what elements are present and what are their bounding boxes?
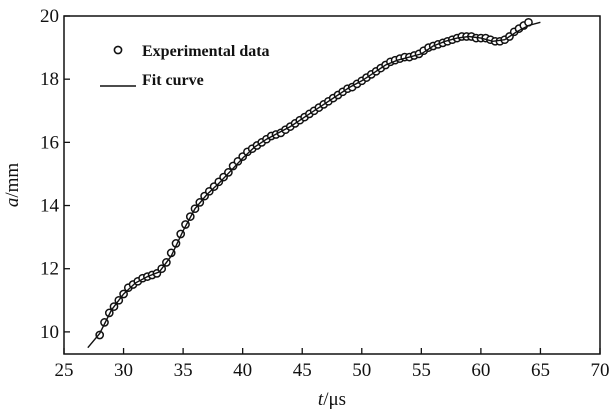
y-axis-title-var: a	[2, 198, 23, 208]
y-tick-label: 10	[40, 322, 59, 343]
svg-text:t/μs: t/μs	[318, 389, 346, 410]
y-axis-title-unit: /mm	[2, 163, 23, 198]
x-tick-label: 40	[233, 360, 252, 381]
x-axis-title: t/μs	[318, 389, 346, 410]
x-axis-title-unit: /μs	[323, 389, 346, 410]
x-axis-ticks: 25 30 35 40 45 50 55 60 65 70	[55, 348, 609, 381]
legend-label-experimental: Experimental data	[142, 43, 270, 60]
y-tick-label: 14	[40, 196, 60, 217]
series-layer	[87, 17, 541, 349]
y-tick-label: 20	[40, 6, 59, 27]
y-axis-ticks: 10 12 14 16 18 20	[40, 6, 70, 343]
x-tick-label: 35	[174, 360, 193, 381]
x-tick-label: 55	[412, 360, 431, 381]
fit-curve-line	[87, 21, 541, 349]
y-tick-label: 18	[40, 69, 59, 90]
x-tick-label: 65	[531, 360, 550, 381]
experimental-data-point	[95, 330, 105, 340]
plot-frame	[63, 15, 601, 355]
x-axis-title-var: t	[318, 389, 324, 410]
legend-label-fit: Fit curve	[142, 72, 204, 89]
x-tick-label: 50	[352, 360, 371, 381]
x-tick-label: 25	[55, 360, 74, 381]
y-axis-title: a/mm	[2, 163, 23, 208]
legend: Experimental data Fit curve	[100, 43, 270, 89]
x-tick-label: 70	[591, 360, 609, 381]
x-tick-label: 60	[471, 360, 490, 381]
x-tick-label: 30	[114, 360, 133, 381]
legend-marker-experimental	[113, 45, 123, 55]
y-tick-label: 16	[40, 132, 59, 153]
x-tick-label: 45	[293, 360, 312, 381]
svg-text:a/mm: a/mm	[2, 163, 23, 208]
y-tick-label: 12	[40, 259, 59, 280]
